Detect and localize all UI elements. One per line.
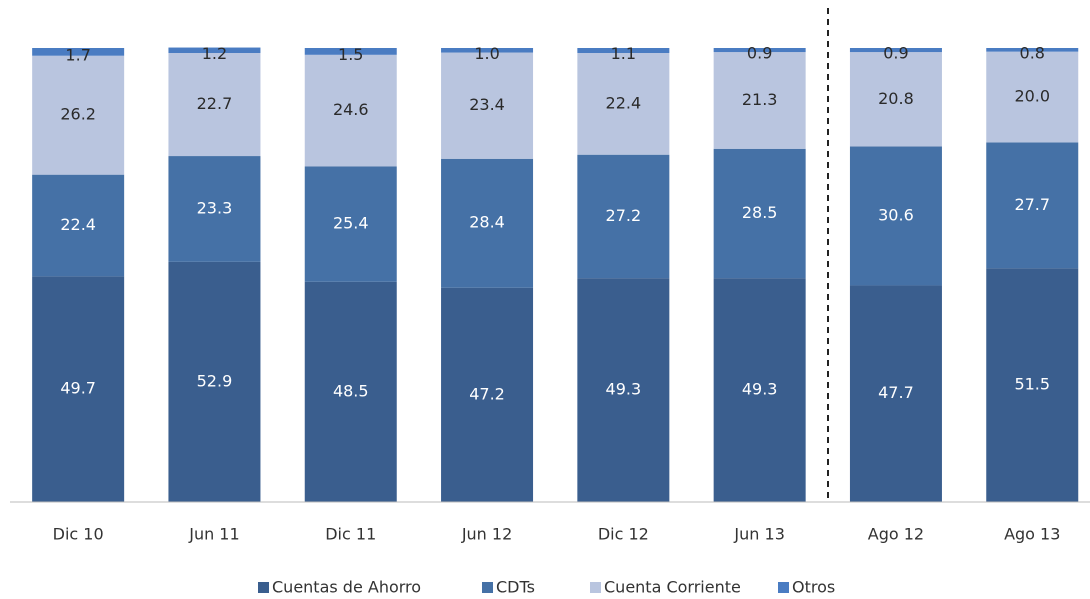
data-label: 27.7	[1014, 195, 1050, 214]
legend-label: CDTs	[496, 578, 535, 597]
data-label: 1.0	[474, 44, 499, 63]
data-label: 28.5	[742, 203, 778, 222]
bar-segment	[441, 52, 534, 159]
x-tick-label: Jun 11	[188, 525, 239, 544]
bar-segment	[32, 276, 125, 502]
legend-swatch	[778, 582, 789, 593]
data-label: 23.3	[197, 198, 233, 217]
data-label: 28.4	[469, 213, 505, 232]
data-label: 48.5	[333, 381, 369, 400]
data-label: 21.3	[742, 90, 778, 109]
bar-segment	[849, 285, 942, 502]
legend-label: Otros	[792, 578, 835, 597]
bar-segment	[986, 142, 1079, 269]
bar-segment	[986, 48, 1079, 52]
bar-segment	[168, 52, 261, 157]
legend-swatch	[258, 582, 269, 593]
data-label: 23.4	[469, 95, 505, 114]
legend-label: Cuentas de Ahorro	[272, 578, 421, 597]
bar-segment	[168, 47, 261, 53]
bar-segment	[168, 156, 261, 262]
data-label: 52.9	[197, 371, 233, 390]
data-label: 49.3	[742, 380, 778, 399]
bar-segment	[849, 52, 942, 147]
bar-segment	[441, 158, 534, 288]
bar-segment	[713, 48, 806, 53]
x-tick-label: Dic 11	[325, 525, 376, 544]
data-label: 49.3	[606, 380, 642, 399]
bar-segment	[32, 55, 125, 175]
data-label: 22.4	[606, 93, 642, 112]
bar-segment	[441, 48, 534, 53]
bar-segment	[304, 54, 397, 167]
x-tick-label: Dic 12	[598, 525, 649, 544]
data-label: 1.1	[611, 44, 636, 63]
bar-segment	[304, 166, 397, 282]
data-label: 1.2	[202, 44, 227, 63]
data-label: 0.8	[1020, 43, 1045, 62]
bar-segment	[849, 146, 942, 286]
data-label: 1.7	[65, 45, 90, 64]
data-label: 26.2	[60, 105, 96, 124]
bar-segment	[304, 281, 397, 502]
data-label: 0.9	[747, 44, 772, 63]
data-label: 27.2	[606, 206, 642, 225]
x-tick-label: Dic 10	[53, 525, 104, 544]
data-label: 47.7	[878, 383, 914, 402]
legend-swatch	[482, 582, 493, 593]
legend-swatch	[590, 582, 601, 593]
data-label: 24.6	[333, 100, 369, 119]
x-tick-label: Jun 13	[733, 525, 784, 544]
bar-segment	[577, 48, 670, 53]
bar-segment	[577, 52, 670, 155]
bar-segment	[849, 48, 942, 53]
data-label: 51.5	[1014, 375, 1050, 394]
data-label: 22.4	[60, 215, 96, 234]
bar-segment	[168, 261, 261, 502]
x-tick-label: Ago 13	[1004, 525, 1060, 544]
bar-segment	[32, 174, 125, 277]
bar-segment	[32, 48, 125, 56]
bar-segment	[986, 51, 1079, 143]
data-label: 30.6	[878, 205, 914, 224]
bar-segment	[304, 48, 397, 55]
bar-segment	[986, 268, 1079, 502]
bar-segment	[577, 278, 670, 502]
legend-label: Cuenta Corriente	[604, 578, 741, 597]
data-label: 47.2	[469, 384, 505, 403]
data-label: 22.7	[197, 94, 233, 113]
data-label: 20.8	[878, 89, 914, 108]
bar-segment	[713, 148, 806, 279]
data-label: 1.5	[338, 45, 363, 64]
data-label: 20.0	[1014, 87, 1050, 106]
bar-segment	[577, 154, 670, 279]
data-label: 49.7	[60, 379, 96, 398]
bar-segment	[441, 287, 534, 502]
data-label: 0.9	[883, 44, 908, 63]
bar-segment	[713, 278, 806, 502]
x-tick-label: Ago 12	[868, 525, 924, 544]
data-label: 25.4	[333, 214, 369, 233]
x-tick-label: Jun 12	[461, 525, 512, 544]
bar-segment	[713, 52, 806, 149]
